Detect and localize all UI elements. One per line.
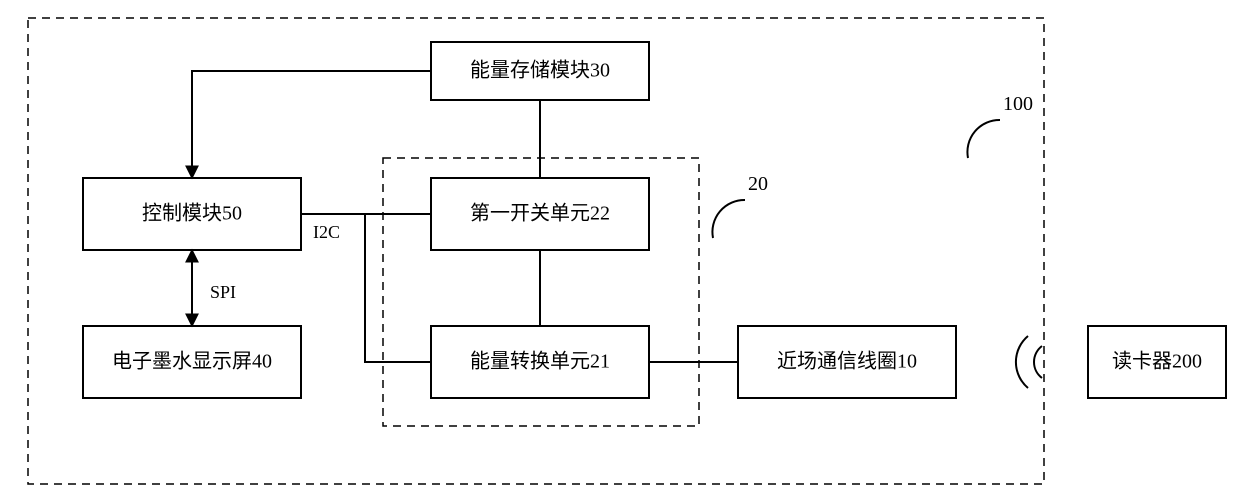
ref-arc-20 [712, 200, 745, 238]
energy-conv-label: 能量转换单元21 [470, 350, 610, 373]
control-block: 控制模块50 [83, 178, 301, 250]
conn-i2c-branch-conv [365, 214, 431, 362]
ref-label-100: 100 [1003, 93, 1033, 115]
eink-block: 电子墨水显示屏40 [83, 326, 301, 398]
i2c-label: I2C [313, 222, 340, 242]
energy-storage-label: 能量存储模块30 [470, 59, 610, 82]
switch-block: 第一开关单元22 [431, 178, 649, 250]
reader-label: 读卡器200 [1112, 350, 1202, 373]
switch-label: 第一开关单元22 [470, 202, 610, 225]
control-label: 控制模块50 [142, 202, 242, 225]
ref-label-20: 20 [748, 173, 768, 195]
coil-block: 近场通信线圈10 [738, 326, 956, 398]
reader-block: 读卡器200 [1088, 326, 1226, 398]
block-diagram: 能量存储模块30 控制模块50 第一开关单元22 电子墨水显示屏40 能量转换单… [0, 0, 1240, 502]
eink-label: 电子墨水显示屏40 [112, 350, 272, 373]
coil-label: 近场通信线圈10 [777, 350, 917, 373]
energy-storage-block: 能量存储模块30 [431, 42, 649, 100]
energy-conv-block: 能量转换单元21 [431, 326, 649, 398]
spi-label: SPI [210, 282, 236, 302]
ref-arc-100 [967, 120, 1000, 158]
conn-storage-control [192, 71, 431, 178]
wireless-icon [1016, 336, 1042, 388]
